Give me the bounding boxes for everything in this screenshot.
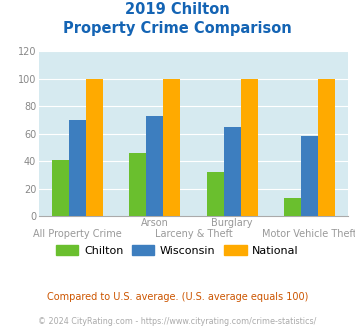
Bar: [224, 127, 241, 216]
Text: Burglary: Burglary: [211, 218, 253, 228]
Bar: [241, 79, 258, 216]
Text: Arson: Arson: [141, 218, 169, 228]
Bar: [52, 160, 69, 216]
Text: © 2024 CityRating.com - https://www.cityrating.com/crime-statistics/: © 2024 CityRating.com - https://www.city…: [38, 317, 317, 326]
Legend: Chilton, Wisconsin, National: Chilton, Wisconsin, National: [52, 240, 303, 260]
Bar: [163, 79, 180, 216]
Bar: [318, 79, 335, 216]
Bar: [301, 136, 318, 216]
Text: All Property Crime: All Property Crime: [33, 229, 122, 239]
Bar: [146, 116, 163, 216]
Bar: [86, 79, 103, 216]
Bar: [207, 172, 224, 216]
Text: Property Crime Comparison: Property Crime Comparison: [63, 21, 292, 36]
Bar: [69, 120, 86, 216]
Bar: [284, 198, 301, 216]
Bar: [129, 153, 146, 216]
Text: 2019 Chilton: 2019 Chilton: [125, 2, 230, 16]
Text: Larceny & Theft: Larceny & Theft: [154, 229, 233, 239]
Text: Compared to U.S. average. (U.S. average equals 100): Compared to U.S. average. (U.S. average …: [47, 292, 308, 302]
Text: Motor Vehicle Theft: Motor Vehicle Theft: [262, 229, 355, 239]
